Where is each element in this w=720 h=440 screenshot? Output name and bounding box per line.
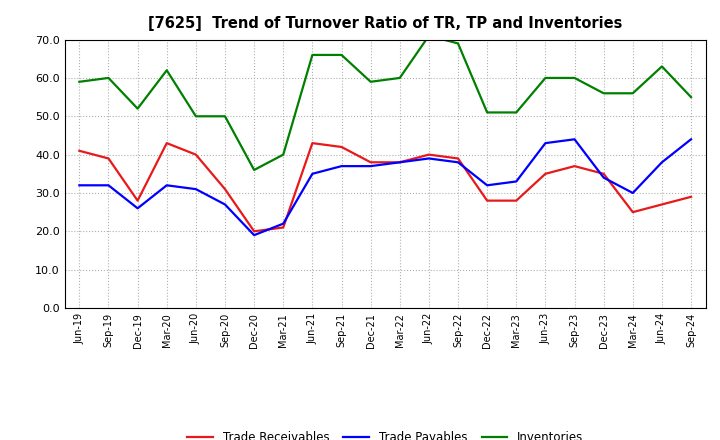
Inventories — [541, 75, 550, 81]
Trade Payables — [687, 137, 696, 142]
Trade Receivables — [687, 194, 696, 199]
Trade Receivables — [395, 160, 404, 165]
Trade Payables — [250, 232, 258, 238]
Trade Receivables — [220, 187, 229, 192]
Legend: Trade Receivables, Trade Payables, Inventories: Trade Receivables, Trade Payables, Inven… — [182, 427, 588, 440]
Inventories — [192, 114, 200, 119]
Trade Payables — [220, 202, 229, 207]
Trade Payables — [570, 137, 579, 142]
Trade Payables — [425, 156, 433, 161]
Inventories — [629, 91, 637, 96]
Trade Receivables — [425, 152, 433, 157]
Inventories — [599, 91, 608, 96]
Trade Payables — [599, 175, 608, 180]
Trade Receivables — [541, 171, 550, 176]
Trade Payables — [133, 205, 142, 211]
Inventories — [163, 68, 171, 73]
Inventories — [454, 41, 462, 46]
Inventories — [425, 33, 433, 38]
Inventories — [657, 64, 666, 69]
Trade Receivables — [657, 202, 666, 207]
Trade Receivables — [133, 198, 142, 203]
Trade Receivables — [163, 140, 171, 146]
Trade Receivables — [570, 164, 579, 169]
Inventories — [483, 110, 492, 115]
Trade Payables — [483, 183, 492, 188]
Inventories — [570, 75, 579, 81]
Trade Payables — [454, 160, 462, 165]
Inventories — [133, 106, 142, 111]
Trade Receivables — [250, 229, 258, 234]
Trade Payables — [512, 179, 521, 184]
Trade Receivables — [192, 152, 200, 157]
Trade Payables — [75, 183, 84, 188]
Trade Payables — [541, 140, 550, 146]
Trade Payables — [366, 164, 375, 169]
Line: Trade Receivables: Trade Receivables — [79, 143, 691, 231]
Inventories — [687, 95, 696, 100]
Inventories — [308, 52, 317, 58]
Trade Receivables — [366, 160, 375, 165]
Trade Payables — [279, 221, 287, 226]
Trade Receivables — [512, 198, 521, 203]
Trade Payables — [308, 171, 317, 176]
Inventories — [512, 110, 521, 115]
Trade Receivables — [599, 171, 608, 176]
Trade Receivables — [104, 156, 113, 161]
Trade Receivables — [337, 144, 346, 150]
Inventories — [366, 79, 375, 84]
Title: [7625]  Trend of Turnover Ratio of TR, TP and Inventories: [7625] Trend of Turnover Ratio of TR, TP… — [148, 16, 622, 32]
Line: Trade Payables: Trade Payables — [79, 139, 691, 235]
Trade Payables — [395, 160, 404, 165]
Trade Payables — [192, 187, 200, 192]
Trade Receivables — [629, 209, 637, 215]
Trade Receivables — [308, 140, 317, 146]
Trade Receivables — [483, 198, 492, 203]
Inventories — [75, 79, 84, 84]
Inventories — [337, 52, 346, 58]
Trade Receivables — [75, 148, 84, 154]
Trade Receivables — [279, 225, 287, 230]
Inventories — [279, 152, 287, 157]
Inventories — [220, 114, 229, 119]
Inventories — [250, 167, 258, 172]
Trade Payables — [163, 183, 171, 188]
Line: Inventories: Inventories — [79, 36, 691, 170]
Inventories — [104, 75, 113, 81]
Trade Payables — [657, 160, 666, 165]
Trade Payables — [629, 191, 637, 196]
Trade Payables — [337, 164, 346, 169]
Inventories — [395, 75, 404, 81]
Trade Payables — [104, 183, 113, 188]
Trade Receivables — [454, 156, 462, 161]
